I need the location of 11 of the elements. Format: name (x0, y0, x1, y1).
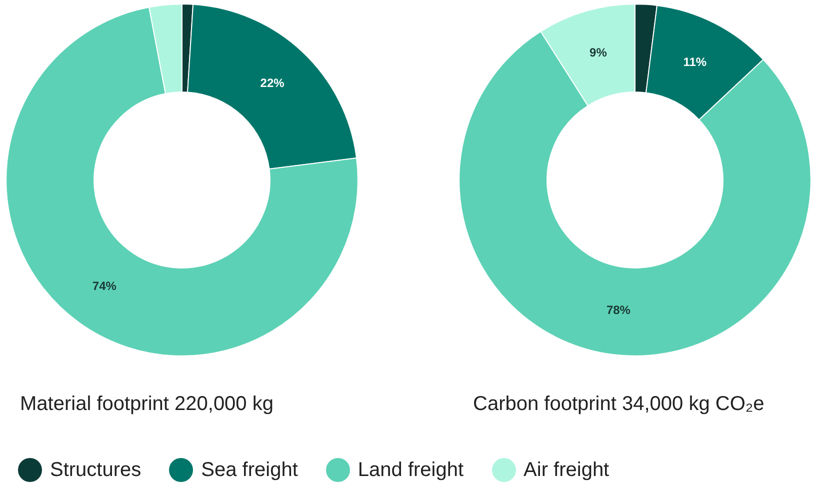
data-label: 74% (92, 279, 117, 294)
text: Material footprint 220,000 kg (20, 393, 274, 416)
data-label: 78% (606, 303, 631, 318)
data-label: 9% (590, 46, 608, 60)
text: Carbon footprint 34,000 kg CO₂e (473, 393, 764, 416)
legend-label: Air freight (524, 458, 610, 482)
legend-label: Sea freight (201, 458, 298, 482)
legend-label: Land freight (358, 458, 464, 482)
legend-label: Structures (50, 458, 142, 482)
data-label: 11% (683, 54, 707, 69)
data-label: 22% (260, 76, 285, 90)
